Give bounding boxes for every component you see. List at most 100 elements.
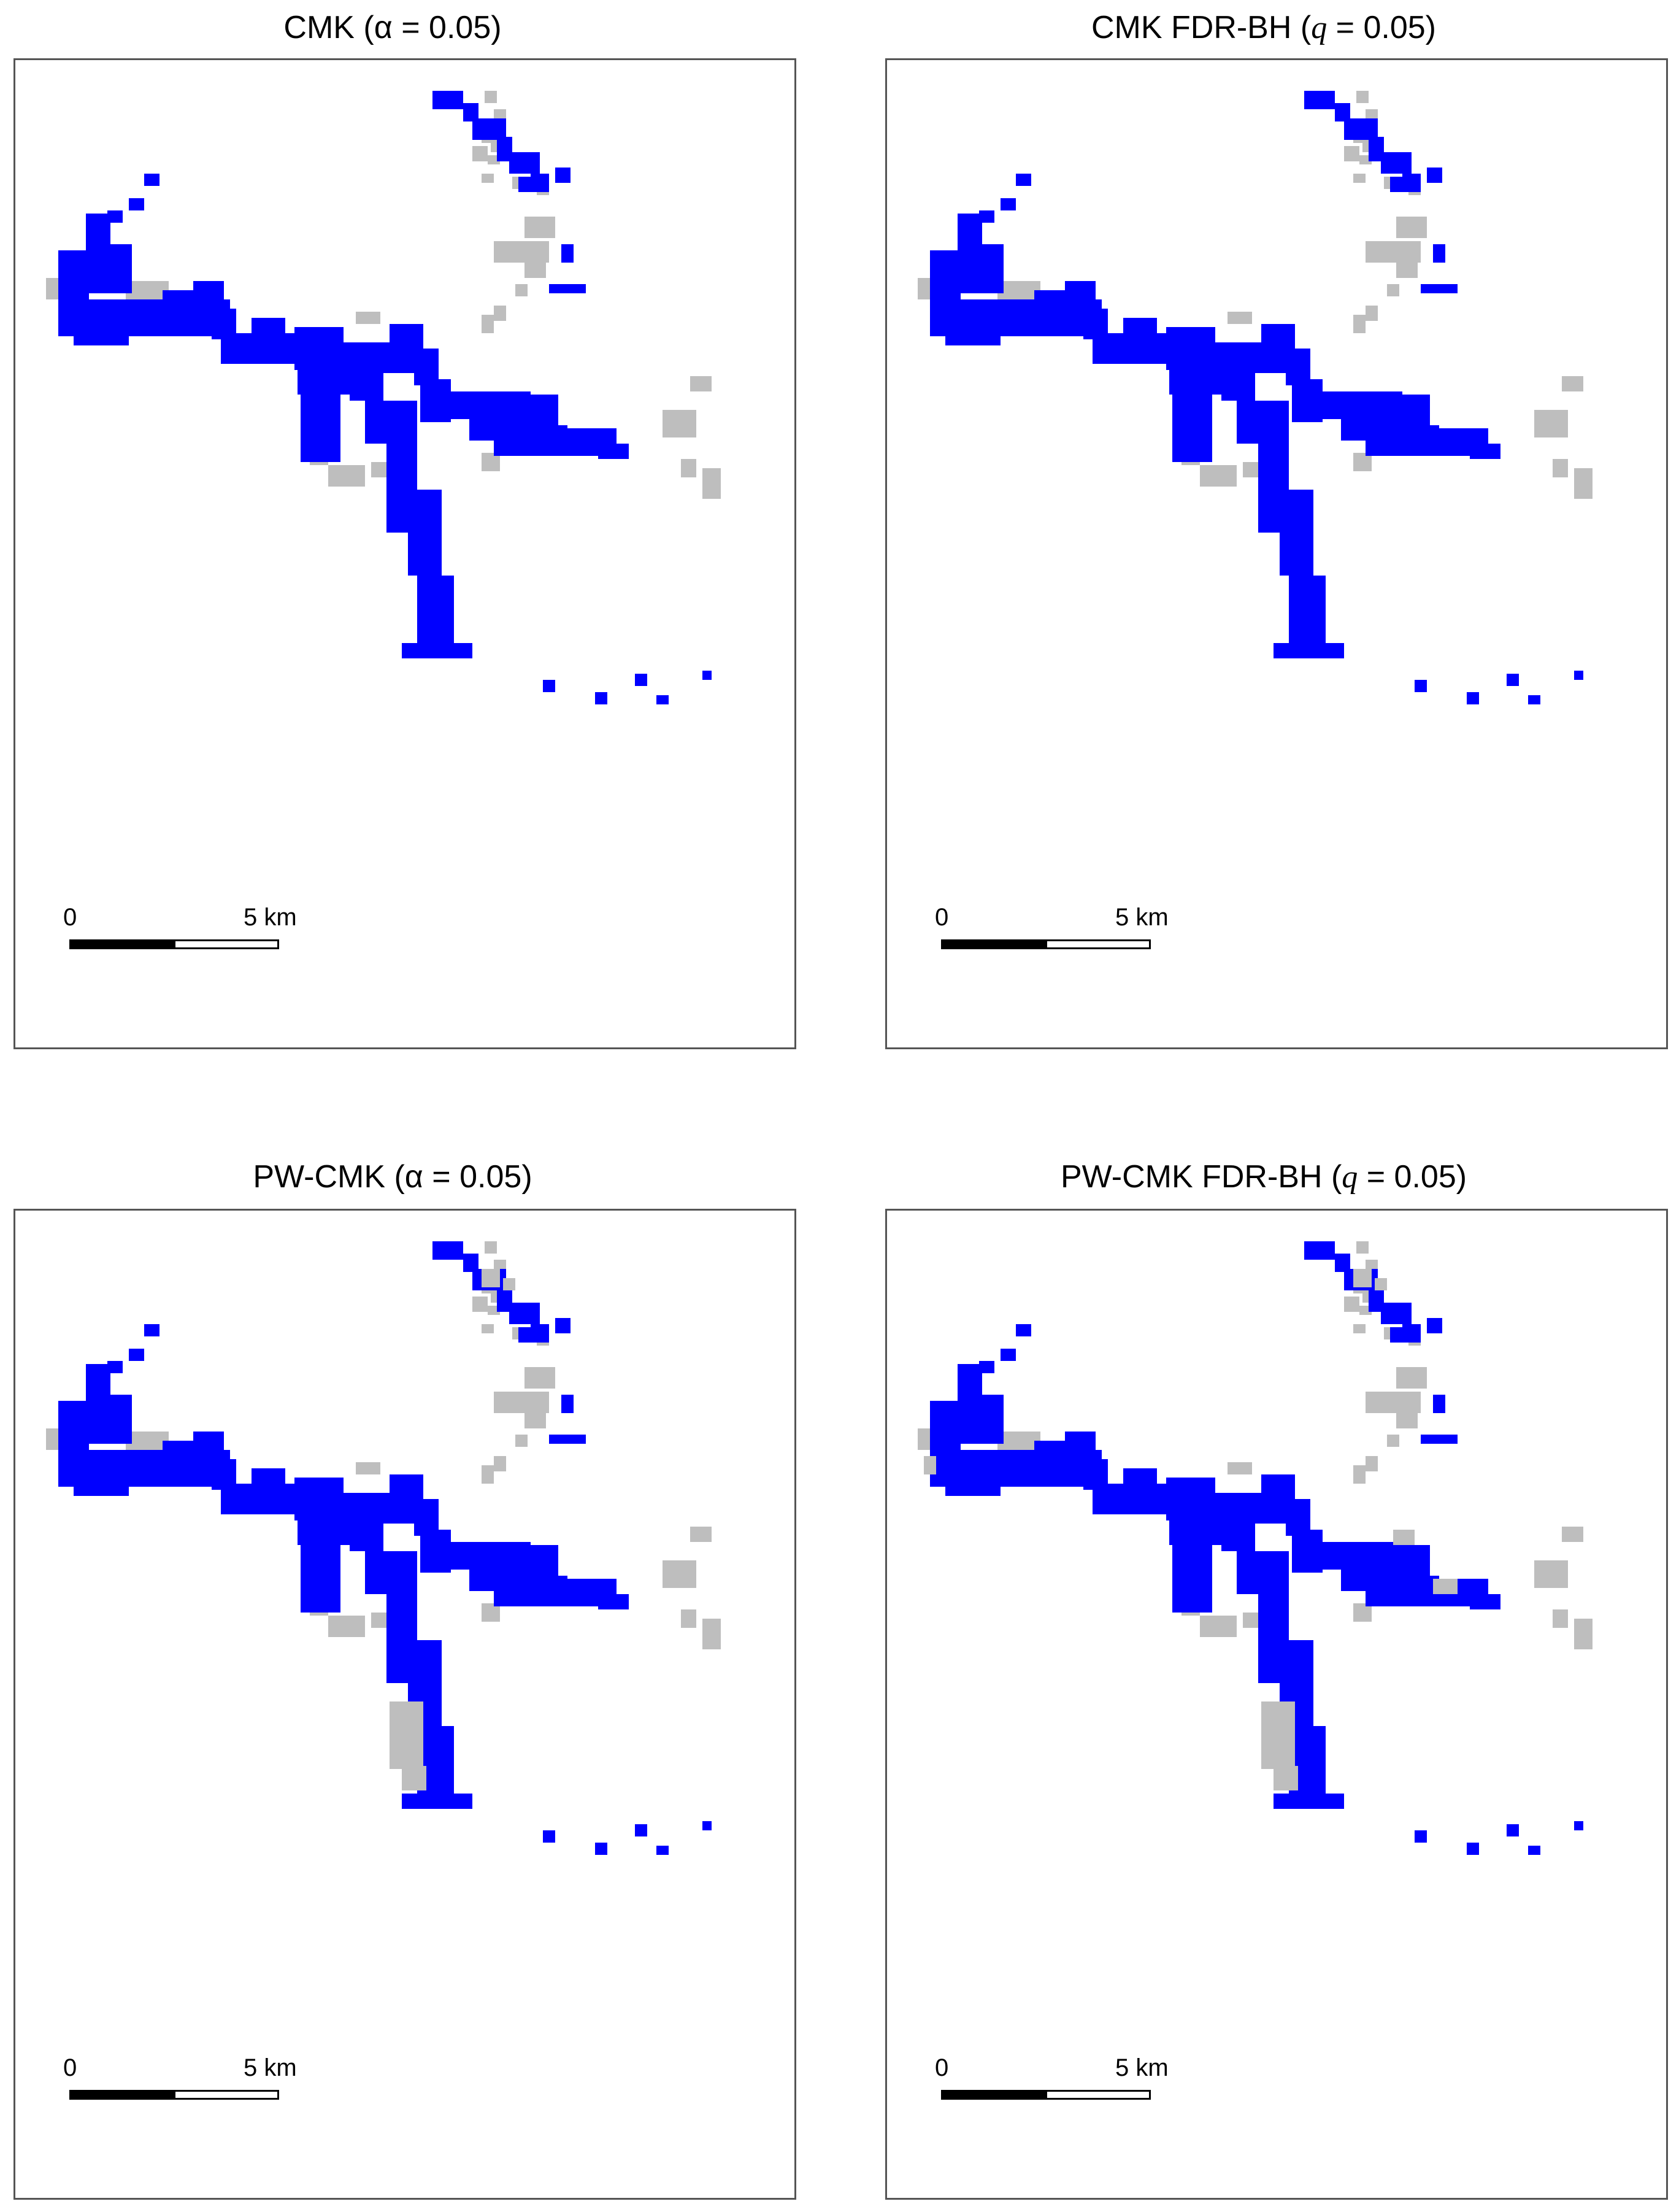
non-significant-cell	[482, 1269, 500, 1287]
non-significant-cell	[1396, 1367, 1427, 1389]
non-significant-cell	[515, 1435, 528, 1447]
non-significant-cell	[1366, 1392, 1421, 1413]
non-significant-cell	[371, 1613, 386, 1628]
non-significant-cell	[524, 263, 546, 278]
significant-cell	[656, 695, 669, 704]
non-significant-cell	[1366, 1456, 1378, 1471]
non-significant-cell	[494, 241, 549, 263]
significant-cell	[1261, 1474, 1295, 1499]
map-panel-pw-cmk: 0 5 km	[13, 1209, 796, 2200]
significant-cell	[1402, 395, 1430, 425]
non-significant-cell	[390, 1701, 423, 1769]
non-significant-cell	[1396, 263, 1418, 278]
non-significant-cell	[1553, 1609, 1568, 1628]
significant-cell	[635, 1824, 647, 1836]
significant-cell	[561, 244, 574, 263]
significant-cell	[1467, 1843, 1479, 1855]
non-significant-cell	[482, 1465, 494, 1484]
significant-cell	[656, 1846, 669, 1855]
non-significant-cell	[1200, 1616, 1237, 1637]
significant-cell	[1123, 318, 1157, 336]
significant-cell	[1433, 1395, 1445, 1413]
non-significant-cell	[702, 468, 721, 499]
significant-cell	[930, 1401, 961, 1450]
significant-cell	[390, 1474, 423, 1499]
significant-cell	[144, 174, 159, 186]
significant-cell	[221, 333, 307, 364]
significant-cell	[390, 324, 423, 349]
significant-cell	[432, 1241, 463, 1260]
significant-cell	[1528, 695, 1540, 704]
scalebar-white-segment	[174, 939, 279, 949]
non-significant-cell	[524, 217, 555, 238]
non-significant-cell	[690, 376, 712, 391]
significant-cell	[1427, 168, 1442, 183]
significant-cell	[549, 1435, 586, 1444]
significant-cell	[252, 1468, 285, 1487]
non-significant-cell	[482, 315, 494, 333]
significant-cell	[350, 1520, 383, 1551]
scalebar-label-start: 0	[935, 2054, 949, 2081]
significant-cell	[598, 1594, 629, 1609]
significant-cell	[531, 174, 549, 192]
significant-cell	[129, 198, 144, 210]
scalebar-label-end: 5 km	[244, 2054, 297, 2081]
significant-cell	[1304, 1241, 1335, 1260]
significant-cell	[1427, 1318, 1442, 1333]
significant-cell	[979, 210, 994, 223]
non-significant-cell	[1387, 1435, 1399, 1447]
significant-cell	[500, 404, 531, 425]
significant-cell	[945, 330, 1001, 345]
scalebar-black-segment	[69, 2090, 175, 2100]
significant-cell	[1574, 671, 1583, 680]
significant-cell	[635, 674, 647, 686]
non-significant-cell	[356, 1462, 380, 1474]
significant-cell	[1093, 333, 1178, 364]
significant-cell	[1402, 174, 1421, 192]
non-significant-cell	[1562, 1527, 1583, 1542]
significant-cell	[1289, 576, 1326, 643]
non-significant-cell	[371, 462, 386, 477]
non-significant-cell	[402, 1766, 426, 1790]
scalebar-black-segment	[941, 2090, 1047, 2100]
non-significant-cell	[1200, 465, 1237, 487]
significant-cell	[402, 643, 472, 658]
significant-cell	[1402, 1545, 1430, 1576]
non-significant-cell	[1228, 1462, 1252, 1474]
significant-cell	[1421, 1435, 1458, 1444]
scalebar-black-segment	[69, 939, 175, 949]
significant-cell	[1402, 1324, 1421, 1343]
non-significant-cell	[1356, 1241, 1369, 1254]
non-significant-cell	[1344, 146, 1359, 161]
significance-map	[918, 1241, 1593, 1855]
significant-cell	[555, 168, 571, 183]
significant-cell	[58, 1401, 89, 1450]
significant-cell	[1123, 1468, 1157, 1487]
significant-cell	[472, 118, 506, 140]
significant-cell	[298, 364, 353, 395]
significant-cell	[494, 425, 567, 456]
significant-cell	[702, 671, 712, 680]
non-significant-cell	[924, 1456, 936, 1474]
significant-cell	[1221, 370, 1255, 401]
significant-cell	[945, 1481, 1001, 1496]
non-significant-cell	[1396, 217, 1427, 238]
significant-cell	[107, 1361, 123, 1373]
significant-cell	[252, 318, 285, 336]
non-significant-cell	[702, 1619, 721, 1649]
non-significant-cell	[663, 1560, 696, 1588]
panel-title-cmk: CMK (α = 0.05)	[283, 10, 502, 45]
significant-cell	[1172, 1545, 1212, 1613]
significant-cell	[1304, 91, 1335, 109]
significant-cell	[555, 1318, 571, 1333]
significant-cell	[1237, 401, 1289, 444]
significant-cell	[74, 330, 129, 345]
significant-cell	[531, 1324, 549, 1343]
non-significant-cell	[681, 459, 696, 477]
significant-cell	[1415, 680, 1427, 692]
non-significant-cell	[1553, 459, 1568, 477]
non-significant-cell	[1243, 1613, 1258, 1628]
significant-cell	[509, 1303, 540, 1324]
significant-cell	[494, 1576, 567, 1606]
scalebar-label-start: 0	[63, 2054, 77, 2081]
